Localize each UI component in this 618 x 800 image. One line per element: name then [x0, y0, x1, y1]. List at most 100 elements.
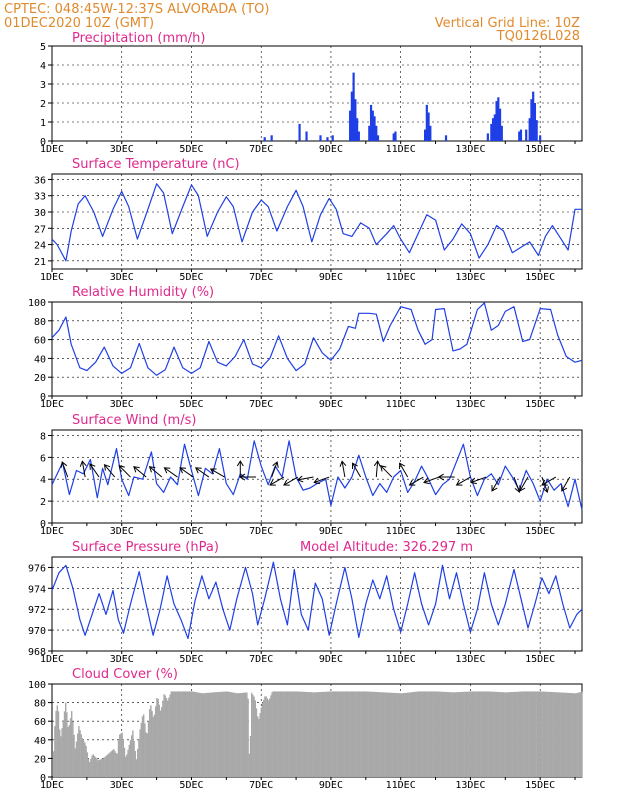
cloud-bar	[294, 691, 296, 777]
y-tick-label: 40	[34, 736, 46, 747]
precip-bar	[429, 125, 432, 141]
wind-arrow-shaft	[513, 476, 520, 493]
y-tick-label: 4	[40, 61, 46, 72]
cloud-bar	[546, 691, 548, 777]
cloud-bar	[207, 692, 210, 777]
cloud-bar	[361, 691, 363, 777]
x-tick-label: 1DEC	[40, 654, 64, 665]
wind-arrow-head	[399, 462, 405, 470]
wind-arrow	[269, 476, 285, 486]
y-tick-label: 30	[34, 208, 46, 219]
precip-bar	[498, 108, 502, 141]
cloud-bar	[457, 692, 459, 777]
cloud-bar	[399, 693, 402, 777]
x-tick-label: 11DEC	[386, 399, 416, 410]
cloud-bar	[157, 698, 159, 777]
surface-temperature-panel: Surface Temperature (nC) 21 24 27 30 33 36 1DE…	[34, 157, 583, 283]
cloud-bar	[323, 691, 325, 777]
y-tick-label: 24	[34, 241, 46, 252]
wind-arrow-head	[103, 464, 111, 471]
wind-arrow	[271, 461, 279, 478]
cloud-cover-title: Cloud Cover (%)	[72, 667, 178, 682]
cloud-bar	[119, 734, 121, 777]
plot-frame	[51, 45, 583, 142]
cloud-bar	[254, 700, 256, 777]
cloud-bar	[123, 747, 126, 777]
x-tick-label: 15DEC	[525, 654, 555, 665]
cloud-bar	[453, 692, 456, 777]
wind-arrow-shaft	[375, 461, 379, 478]
wind-arrow-head	[283, 479, 290, 486]
cloud-bar	[435, 691, 438, 777]
y-tick-label: 2	[40, 99, 46, 110]
cloud-bar	[55, 710, 57, 777]
date-line: 01DEC2020 10Z (GMT)	[4, 16, 154, 31]
cloud-bar	[258, 718, 260, 777]
precip-bar	[491, 118, 495, 141]
cloud-bar	[545, 691, 547, 777]
y-tick-label: 33	[34, 192, 46, 203]
wind-arrow-head	[455, 479, 463, 486]
y-tick-label: 1	[40, 118, 46, 129]
wind-arrow-head	[163, 467, 171, 474]
cloud-bar	[239, 693, 241, 777]
cloud-bar	[93, 755, 96, 777]
cloud-bar	[186, 691, 188, 777]
cloud-bar	[415, 691, 417, 777]
cloud-bar	[86, 752, 88, 777]
cloud-bar	[300, 691, 302, 777]
wind-arrow-head	[519, 485, 526, 492]
y-tick-label: 20	[34, 373, 46, 384]
cloud-bar	[167, 700, 169, 777]
series-line	[51, 561, 583, 640]
cloud-bar	[522, 691, 524, 777]
cloud-bar	[233, 692, 235, 777]
cloud-bar	[403, 693, 405, 777]
wind-arrow-shaft	[149, 466, 163, 478]
precip-bar	[500, 125, 503, 141]
x-tick-label: 5DEC	[179, 526, 203, 537]
wind-arrow-head	[561, 485, 568, 492]
y-tick-label: 0	[40, 392, 46, 403]
cloud-bar	[386, 692, 388, 777]
precip-bar	[263, 137, 266, 141]
cloud-bar	[492, 691, 494, 777]
precip-bar	[427, 112, 430, 141]
wind-arrow	[339, 460, 347, 478]
cloud-bar	[513, 691, 516, 777]
cloud-bar	[291, 691, 294, 777]
cloud-bar	[117, 740, 120, 777]
x-tick-label: 3DEC	[110, 780, 134, 791]
wind-arrow	[455, 476, 471, 486]
cloud-bar	[552, 692, 554, 777]
cloud-bar	[180, 691, 182, 777]
cloud-bar	[541, 691, 543, 777]
wind-arrow	[79, 460, 87, 478]
cloud-bar	[115, 752, 117, 777]
wind-arrow-head	[118, 465, 125, 472]
cloud-bar	[181, 691, 183, 777]
cloud-bar	[378, 692, 380, 777]
x-tick-label: 5DEC	[179, 654, 203, 665]
cloud-bar	[90, 758, 92, 777]
cloud-bar	[525, 691, 528, 777]
y-tick-label: 3	[40, 80, 46, 91]
y-tick-label: 5	[40, 42, 46, 53]
cloud-bar	[57, 711, 60, 777]
cloud-bar	[102, 758, 104, 777]
y-tick-label: 4	[40, 475, 46, 486]
y-tick-label: 60	[34, 717, 46, 728]
cloud-bar	[270, 695, 272, 777]
cloud-bar	[59, 729, 61, 777]
cloud-bar	[416, 691, 418, 777]
cloud-bar	[188, 691, 190, 777]
cloud-bar	[512, 691, 514, 777]
cloud-bar	[257, 716, 259, 777]
x-tick-label: 9DEC	[319, 654, 343, 665]
wind-arrow	[239, 473, 256, 481]
x-tick-label: 7DEC	[249, 780, 273, 791]
cloud-bar	[439, 691, 441, 777]
x-tick-label: 11DEC	[386, 654, 416, 665]
cloud-bar	[434, 691, 436, 777]
cloud-bar	[417, 691, 420, 777]
